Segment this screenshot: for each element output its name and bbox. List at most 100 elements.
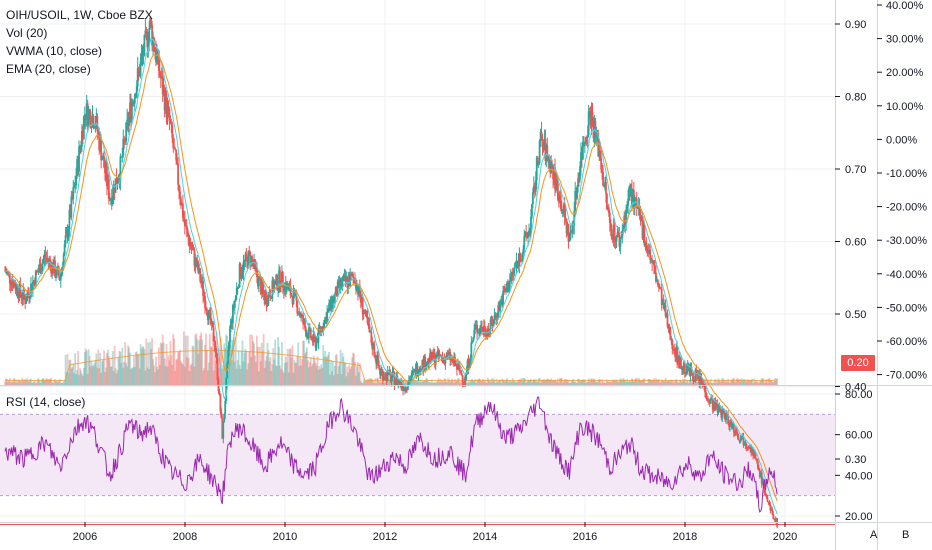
volume-bar — [419, 379, 422, 385]
candle-body — [25, 300, 28, 304]
volume-bar — [658, 382, 661, 385]
candle-body — [63, 244, 66, 255]
candle-body — [198, 268, 201, 273]
candle-body — [481, 326, 483, 330]
volume-bar — [436, 381, 439, 385]
candle-body — [70, 196, 73, 218]
candle-body — [196, 261, 199, 267]
candle-body — [289, 285, 292, 296]
candle-body — [505, 289, 507, 292]
volume-bar — [196, 338, 199, 385]
candle-body — [607, 207, 610, 214]
candle-body — [727, 414, 729, 424]
candle-body — [571, 223, 574, 231]
volume-bar — [667, 380, 670, 385]
candle-body — [329, 303, 331, 309]
candle-body — [396, 376, 399, 385]
candle-body — [643, 225, 646, 246]
candle-body — [487, 328, 490, 332]
candle-body — [120, 156, 123, 158]
symbol-label[interactable]: OIH/USOIL, 1W, Cboe BZX — [6, 8, 153, 22]
candle-body — [679, 359, 681, 369]
volume-bar — [439, 378, 442, 385]
volume-bar — [135, 351, 138, 385]
candle-body — [454, 357, 456, 366]
candle-body — [298, 312, 301, 314]
volume-bar — [709, 378, 712, 385]
candle-body — [11, 281, 14, 288]
candle-body — [100, 139, 103, 161]
volume-bar — [532, 379, 535, 385]
volume-bar — [608, 381, 611, 385]
candle-body — [510, 272, 513, 277]
candle-body — [653, 262, 655, 267]
volume-bar — [470, 380, 473, 385]
volume-bar — [197, 353, 200, 385]
volume-bar — [22, 379, 25, 385]
candle-body — [683, 362, 686, 374]
volume-bar — [570, 381, 573, 385]
candle-body — [447, 353, 450, 355]
candle-body — [652, 262, 654, 264]
volume-bar — [62, 381, 65, 385]
candle-body — [102, 155, 104, 159]
rsi-indicator-label[interactable]: RSI (14, close) — [6, 395, 86, 409]
volume-bar — [631, 378, 633, 385]
candle-body — [357, 285, 360, 295]
volume-bar — [71, 367, 74, 385]
volume-bar — [733, 381, 736, 385]
candle-body — [660, 288, 663, 305]
volume-bar — [257, 371, 260, 385]
candle-body — [579, 166, 581, 180]
volume-bar — [93, 363, 96, 385]
volume-bar — [454, 379, 456, 385]
candle-body — [567, 223, 570, 242]
volume-bar — [313, 358, 316, 385]
candle-body — [66, 230, 69, 238]
vol-indicator-label[interactable]: Vol (20) — [6, 26, 48, 40]
volume-bar — [125, 362, 128, 385]
candle-body — [508, 280, 511, 288]
candle-body — [309, 328, 312, 339]
volume-bar — [372, 381, 375, 385]
candle-body — [297, 312, 300, 314]
b-button[interactable]: B — [902, 529, 910, 541]
candle-body — [182, 217, 185, 220]
candle-body — [461, 375, 464, 383]
volume-bar — [40, 379, 43, 385]
volume-bar — [416, 381, 419, 385]
volume-bar — [243, 352, 246, 385]
candle-body — [41, 262, 44, 270]
candle-body — [393, 372, 396, 386]
candle-body — [415, 365, 418, 376]
candle-body — [394, 381, 397, 386]
candle-body — [111, 195, 114, 204]
candle-body — [664, 305, 667, 317]
candle-body — [187, 235, 190, 245]
candle-body — [112, 184, 115, 196]
volume-bar — [35, 382, 38, 385]
candle-body — [500, 300, 503, 303]
volume-bar — [57, 380, 60, 385]
volume-bar — [522, 378, 525, 385]
volume-bar — [120, 362, 123, 385]
candle-body — [530, 216, 532, 234]
volume-bar — [687, 383, 690, 385]
volume-bar — [358, 363, 361, 385]
auto-scale-button[interactable]: A — [870, 529, 878, 541]
volume-bar — [509, 380, 512, 385]
candle-body — [48, 259, 51, 262]
candle-body — [657, 285, 660, 288]
candle-body — [93, 127, 96, 129]
candle-body — [209, 312, 212, 325]
candle-body — [306, 333, 308, 337]
volume-bar — [664, 377, 667, 385]
ema-indicator-label[interactable]: EMA (20, close) — [6, 62, 91, 76]
candle-body — [69, 209, 72, 218]
vwma-indicator-label[interactable]: VWMA (10, close) — [6, 44, 103, 58]
volume-bar — [623, 379, 626, 385]
candle-body — [259, 279, 262, 294]
candle-body — [267, 292, 270, 305]
volume-bar — [568, 383, 571, 385]
